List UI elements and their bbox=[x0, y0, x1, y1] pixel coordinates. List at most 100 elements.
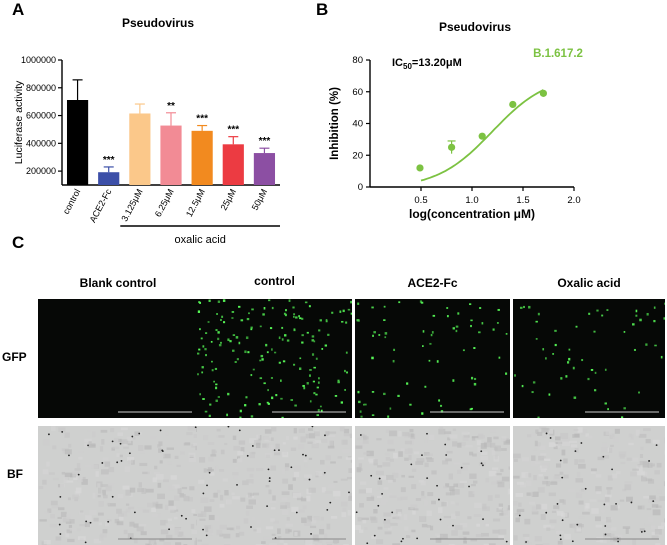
texture bbox=[253, 529, 257, 532]
texture bbox=[531, 511, 539, 515]
data-point bbox=[478, 132, 486, 140]
texture bbox=[60, 483, 65, 488]
texture bbox=[387, 439, 394, 445]
fluorescent-cell bbox=[229, 340, 232, 343]
fluorescent-cell bbox=[227, 338, 230, 341]
fluorescent-cell bbox=[284, 334, 287, 337]
texture bbox=[462, 435, 469, 441]
texture bbox=[546, 481, 550, 487]
texture bbox=[347, 456, 352, 459]
texture bbox=[137, 488, 145, 493]
texture bbox=[601, 442, 608, 448]
texture bbox=[237, 450, 244, 456]
debris-dot bbox=[571, 540, 574, 543]
texture bbox=[383, 523, 391, 528]
texture bbox=[606, 487, 613, 490]
texture bbox=[423, 452, 430, 456]
texture bbox=[658, 525, 664, 529]
texture bbox=[401, 474, 405, 478]
texture bbox=[101, 439, 105, 445]
fluorescent-cell bbox=[325, 319, 328, 321]
texture bbox=[123, 441, 128, 447]
texture bbox=[219, 524, 227, 530]
texture bbox=[102, 529, 108, 534]
fluorescent-cell bbox=[623, 331, 626, 333]
texture bbox=[628, 433, 632, 438]
debris-dot bbox=[202, 528, 204, 531]
texture bbox=[453, 462, 461, 465]
debris-dot bbox=[89, 521, 92, 524]
debris-dot bbox=[128, 452, 131, 455]
texture bbox=[492, 518, 501, 522]
fluorescent-cell bbox=[319, 405, 322, 408]
texture bbox=[645, 478, 653, 482]
texture bbox=[208, 514, 215, 521]
texture bbox=[249, 452, 255, 459]
fluorescent-cell bbox=[430, 333, 433, 337]
texture bbox=[296, 496, 303, 501]
debris-dot bbox=[525, 541, 527, 543]
texture bbox=[268, 489, 272, 495]
fluorescent-cell bbox=[345, 321, 348, 324]
y-tick-label: 400000 bbox=[26, 138, 56, 148]
texture bbox=[382, 462, 391, 467]
texture bbox=[455, 511, 460, 516]
texture bbox=[266, 443, 271, 449]
fluorescent-cell bbox=[220, 341, 222, 344]
fluorescent-cell bbox=[455, 325, 459, 328]
texture bbox=[469, 473, 477, 479]
texture bbox=[482, 503, 487, 510]
debris-dot bbox=[295, 511, 298, 514]
fluorescent-cell bbox=[222, 321, 226, 324]
texture bbox=[203, 468, 207, 473]
debris-dot bbox=[373, 534, 376, 537]
texture bbox=[488, 470, 497, 477]
texture bbox=[256, 434, 261, 439]
fluorescent-cell bbox=[535, 320, 538, 323]
texture bbox=[448, 543, 455, 545]
texture bbox=[252, 492, 260, 496]
texture bbox=[165, 431, 169, 436]
texture bbox=[533, 448, 538, 451]
data-point bbox=[416, 164, 424, 172]
gfp-micrograph-oxalic-acid bbox=[513, 299, 665, 418]
texture bbox=[237, 456, 241, 459]
texture bbox=[206, 529, 213, 536]
texture bbox=[400, 487, 406, 493]
fluorescent-cell bbox=[209, 403, 212, 406]
texture bbox=[654, 529, 662, 535]
texture bbox=[245, 510, 250, 516]
fluorescent-cell bbox=[478, 331, 481, 334]
fit-curve bbox=[420, 89, 544, 182]
significance-label: *** bbox=[196, 114, 208, 125]
debris-dot bbox=[416, 537, 419, 540]
texture bbox=[173, 495, 180, 501]
background bbox=[513, 299, 665, 418]
texture bbox=[159, 538, 165, 542]
texture bbox=[522, 533, 530, 537]
ic50-prefix: IC bbox=[392, 57, 403, 69]
debris-dot bbox=[452, 524, 454, 527]
fluorescent-cell bbox=[360, 415, 363, 418]
texture bbox=[124, 466, 131, 473]
fluorescent-cell bbox=[528, 305, 531, 309]
texture bbox=[426, 510, 432, 517]
texture bbox=[92, 492, 96, 499]
fluorescent-cell bbox=[204, 410, 208, 413]
fluorescent-cell bbox=[202, 398, 205, 400]
texture bbox=[561, 449, 566, 456]
texture bbox=[363, 452, 370, 455]
debris-dot bbox=[482, 464, 484, 467]
texture bbox=[201, 475, 205, 479]
texture bbox=[47, 508, 52, 513]
texture bbox=[513, 535, 518, 541]
texture bbox=[619, 454, 625, 459]
texture bbox=[198, 479, 205, 484]
texture bbox=[457, 442, 462, 448]
texture bbox=[603, 503, 608, 509]
texture bbox=[605, 429, 612, 435]
significance-label: *** bbox=[103, 155, 115, 166]
texture bbox=[431, 470, 437, 475]
texture bbox=[104, 471, 109, 478]
fluorescent-cell bbox=[202, 345, 205, 348]
